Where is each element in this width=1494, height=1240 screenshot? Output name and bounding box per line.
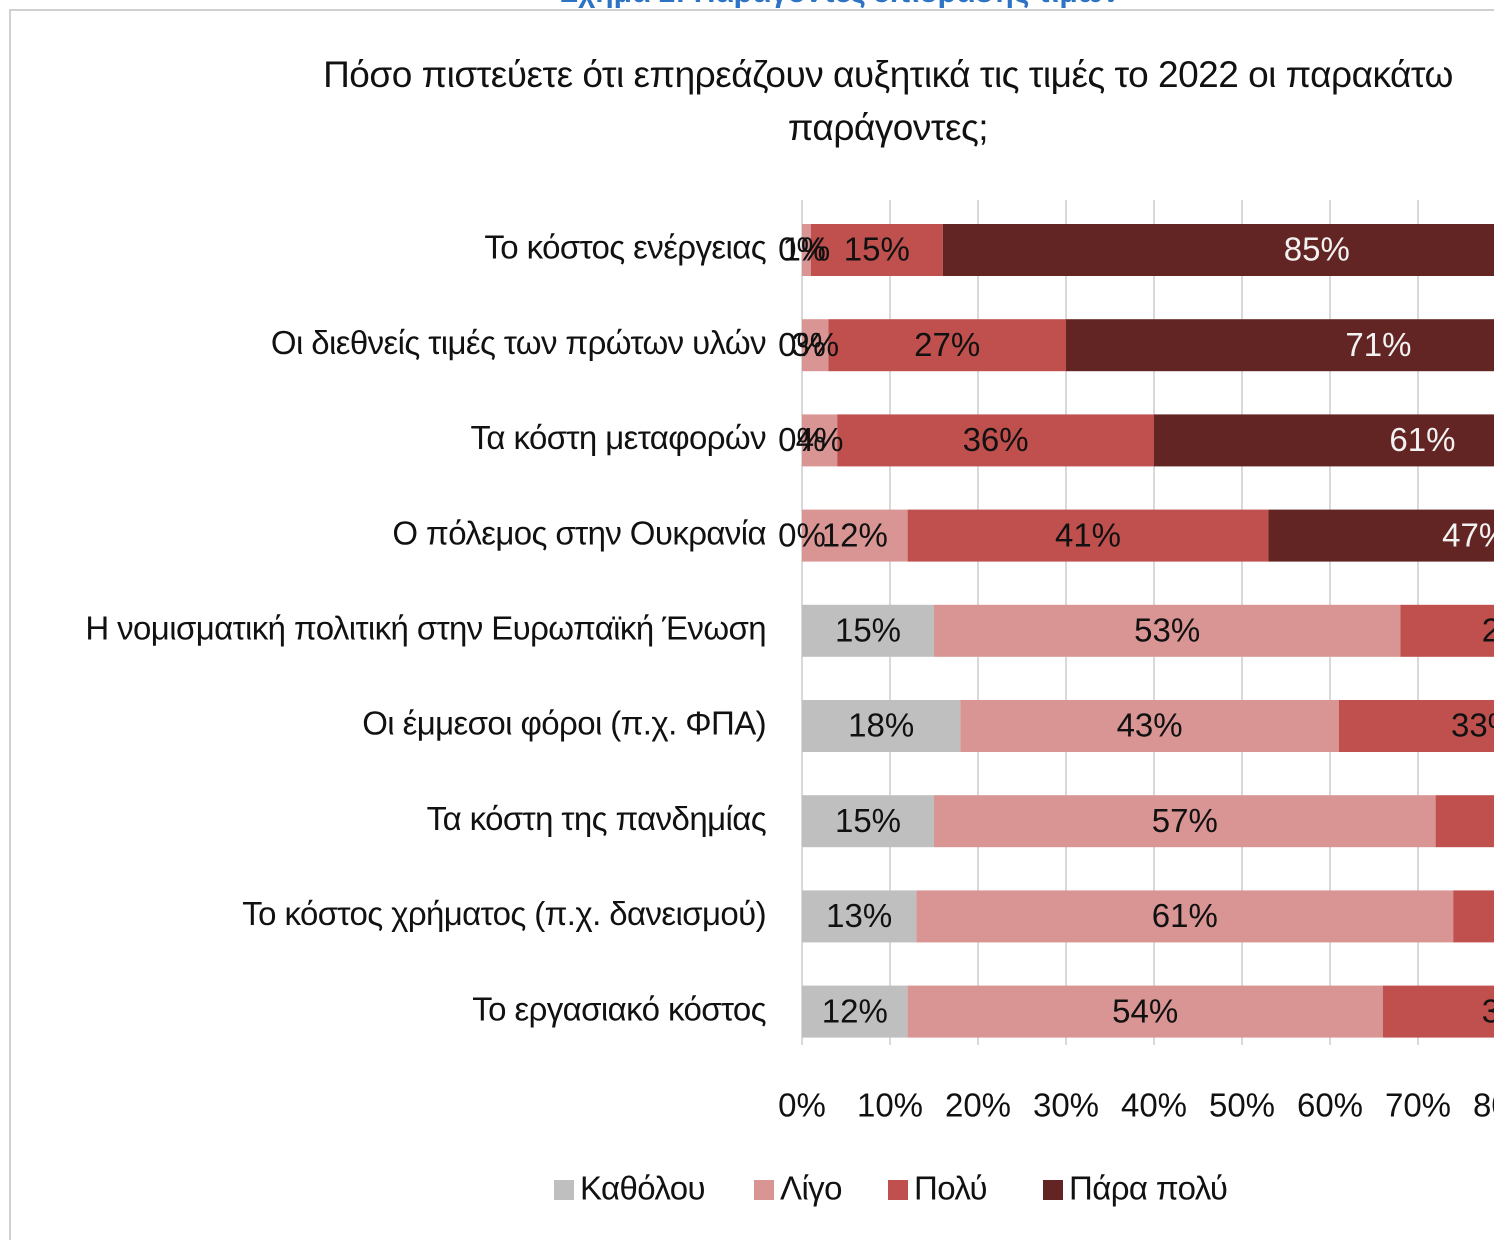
category-label: Τα κόστη της πανδημίας: [427, 800, 766, 837]
x-tick-label: 60%: [1297, 1087, 1363, 1124]
x-tick-label: 10%: [857, 1087, 923, 1124]
bar-segment: [907, 509, 1269, 562]
bar-segment: [1382, 985, 1494, 1038]
data-label: 36%: [963, 421, 1029, 458]
data-label: 57%: [1152, 802, 1218, 839]
x-tick-label: 70%: [1385, 1087, 1451, 1124]
legend-label: Λίγο: [780, 1170, 842, 1207]
bar-segment: [1453, 890, 1494, 943]
bar-segment: [934, 795, 1436, 848]
data-label: 0%: [778, 326, 826, 363]
data-label: 13%: [826, 897, 892, 934]
bar-segment: [960, 700, 1339, 752]
data-label: 61%: [1389, 421, 1455, 458]
bar-segment: [802, 509, 908, 562]
legend-label: Καθόλου: [580, 1170, 705, 1207]
bar-segment: [1400, 604, 1494, 657]
data-label: 12%: [822, 516, 888, 553]
category-label: Η νομισματική πολιτική στην Ευρωπαϊκή Έν…: [85, 610, 766, 647]
category-label: Το εργασιακό κόστος: [472, 990, 766, 1027]
chart-title: Πόσο πιστεύετε ότι επηρεάζουν αυξητικά τ…: [323, 54, 1453, 148]
data-label: 4%: [796, 421, 844, 458]
data-label: 26%: [1482, 612, 1494, 649]
bar-segment: [916, 890, 1454, 943]
category-label: Ο πόλεμος στην Ουκρανία: [392, 514, 766, 551]
legend-swatch: [1043, 1180, 1063, 1200]
category-label: Τα κόστη μεταφορών: [470, 419, 766, 456]
data-label: 15%: [844, 231, 910, 268]
data-label: 0%: [778, 516, 826, 553]
data-label: 3%: [791, 326, 839, 363]
bar-segment: [837, 414, 1154, 467]
legend-swatch: [554, 1180, 574, 1200]
bar-segment: [828, 319, 1066, 372]
legend-label: Πολύ: [914, 1170, 987, 1207]
chart-border: [9, 9, 1494, 1240]
x-tick-label: 80%: [1473, 1087, 1494, 1124]
data-label: 54%: [1112, 992, 1178, 1029]
bar-segment: [802, 414, 838, 467]
data-label: 85%: [1284, 231, 1350, 268]
bar-segment: [934, 604, 1401, 657]
data-label: 15%: [835, 612, 901, 649]
data-label: 53%: [1134, 612, 1200, 649]
bar-segment: [1066, 319, 1494, 372]
x-tick-label: 40%: [1121, 1087, 1187, 1124]
category-label: Το κόστος ενέργειας: [484, 229, 766, 266]
bar-segment: [802, 319, 829, 372]
legend-label: Πάρα πολύ: [1069, 1170, 1227, 1207]
data-label: 12%: [822, 992, 888, 1029]
data-label: 43%: [1117, 707, 1183, 744]
category-label: Οι διεθνείς τιμές των πρώτων υλών: [271, 324, 766, 361]
data-label: 0%: [778, 421, 826, 458]
data-label: 47%: [1442, 516, 1494, 553]
data-label: 41%: [1055, 516, 1121, 553]
data-label: 1%: [783, 231, 831, 268]
x-tick-label: 50%: [1209, 1087, 1275, 1124]
caption: Σχήμα 2: Παράγοντες επίδρασης τιμών: [560, 0, 1120, 10]
bar-segment: [802, 985, 908, 1038]
legend-swatch: [754, 1180, 774, 1200]
data-label: 0%: [778, 231, 826, 268]
bar-segment: [1268, 509, 1494, 562]
data-label: 61%: [1152, 897, 1218, 934]
bar-segment: [942, 224, 1494, 276]
x-tick-label: 20%: [945, 1087, 1011, 1124]
bar-segment: [1338, 700, 1494, 752]
data-label: 71%: [1345, 326, 1411, 363]
bar-segment: [802, 890, 917, 943]
bar-segment: [802, 224, 811, 276]
x-tick-label: 30%: [1033, 1087, 1099, 1124]
data-label: 15%: [835, 802, 901, 839]
data-label: 27%: [914, 326, 980, 363]
bar-segment: [907, 985, 1383, 1038]
data-label: 18%: [848, 707, 914, 744]
bar-segment: [802, 700, 961, 752]
category-label: Το κόστος χρήματος (π.χ. δανεισμού): [242, 895, 766, 932]
bar-segment: [1435, 795, 1494, 848]
legend-swatch: [888, 1180, 908, 1200]
bar-segment: [810, 224, 943, 276]
bar-segment: [802, 795, 934, 848]
data-label: 33%: [1451, 707, 1494, 744]
x-tick-label: 0%: [778, 1087, 826, 1124]
category-label: Οι έμμεσοι φόροι (π.χ. ΦΠΑ): [362, 705, 766, 742]
bar-segment: [1154, 414, 1494, 467]
bar-segment: [802, 604, 934, 657]
data-label: 30%: [1482, 992, 1494, 1029]
